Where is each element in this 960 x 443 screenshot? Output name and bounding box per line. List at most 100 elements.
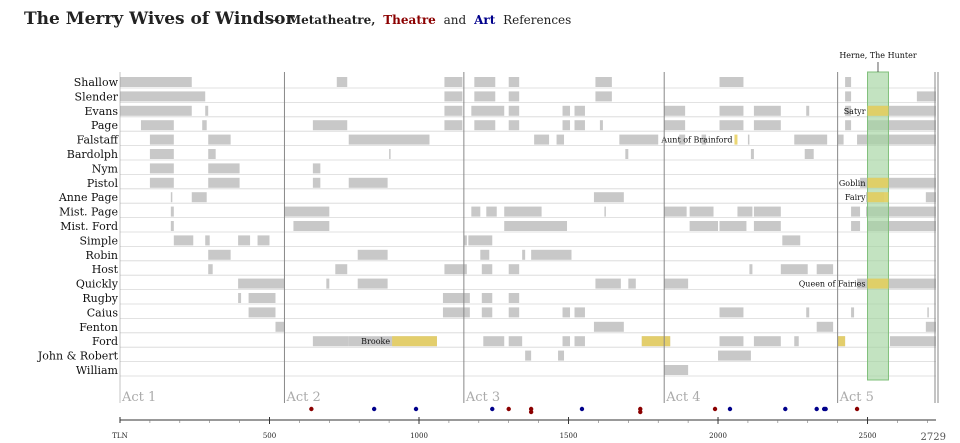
speech-bar — [753, 105, 781, 116]
role-label: Caius — [87, 306, 119, 319]
x-axis-tick-label: 2500 — [859, 432, 877, 440]
speech-bar — [747, 134, 750, 145]
theatre-reference-dot — [854, 406, 860, 412]
art-reference-dot — [727, 406, 733, 412]
act-label: Act 5 — [839, 390, 874, 405]
x-axis-tick-label: 500 — [263, 432, 276, 440]
speech-bar — [248, 293, 276, 303]
speech-bar — [794, 134, 828, 145]
role-label: Rugby — [82, 292, 118, 305]
speech-bar — [628, 278, 636, 289]
speech-bar — [508, 77, 520, 87]
speech-bar — [120, 77, 192, 87]
chart-title: The Merry Wives of Windsor — [24, 9, 295, 29]
disguise-label: Fairy — [845, 193, 866, 202]
speech-bar — [202, 120, 207, 131]
speech-bar — [889, 336, 936, 347]
speech-bar — [208, 177, 240, 188]
role-row — [208, 249, 572, 260]
speech-bar — [595, 91, 612, 102]
theatre-reference-dot — [309, 406, 314, 412]
speech-bar — [312, 120, 348, 131]
role-row — [149, 134, 936, 145]
disguise-bar — [734, 134, 738, 145]
speech-bar — [483, 336, 505, 347]
speech-bar — [664, 105, 686, 116]
x-axis-tick-label: 2000 — [709, 432, 727, 440]
disguise-bar — [392, 336, 437, 347]
speech-bar — [149, 163, 174, 174]
herne-band — [867, 71, 889, 381]
speech-bar — [806, 307, 810, 318]
speech-bar — [664, 365, 689, 375]
role-label: Falstaff — [77, 134, 120, 147]
speech-bar — [562, 105, 571, 116]
role-label: Anne Page — [58, 191, 118, 204]
speech-bar — [925, 321, 936, 332]
role-row — [170, 192, 936, 203]
speech-bar — [312, 163, 321, 174]
subtitle-and: and — [444, 13, 467, 27]
role-label: Robin — [85, 249, 118, 262]
speech-bar — [689, 206, 714, 217]
speech-bar — [481, 264, 493, 275]
speech-bar — [481, 307, 493, 318]
speech-bar — [719, 221, 747, 231]
role-label: William — [76, 364, 119, 377]
speech-bar — [444, 264, 467, 275]
role-row — [208, 264, 834, 275]
speech-bar — [925, 192, 936, 203]
role-label: Nym — [92, 162, 119, 175]
speech-bar — [593, 321, 624, 332]
art-reference-dot — [490, 406, 495, 412]
speech-bar — [389, 149, 391, 159]
speech-bar — [463, 235, 467, 246]
speech-bar — [804, 149, 814, 159]
speech-bar — [444, 120, 463, 131]
speech-bar — [857, 134, 936, 145]
speech-bar — [860, 177, 936, 188]
art-reference-dot — [814, 406, 819, 412]
speech-bar — [357, 249, 388, 260]
speech-bar — [474, 120, 496, 131]
speech-bar — [845, 91, 852, 102]
speech-bar — [504, 221, 568, 231]
speech-bar — [719, 336, 744, 347]
act-label: Act 4 — [665, 390, 700, 405]
speech-bar — [595, 77, 612, 87]
disguise-bar — [867, 177, 889, 188]
act-label: Act 2 — [285, 390, 320, 405]
speech-bar — [326, 278, 330, 289]
role-row — [140, 120, 936, 131]
role-label: Simple — [79, 234, 118, 247]
role-label: Ford — [92, 335, 118, 348]
speech-bar — [508, 264, 520, 275]
speech-bar — [534, 134, 550, 145]
speech-bar — [444, 105, 463, 116]
speech-bar — [857, 278, 936, 289]
speech-bar — [718, 350, 751, 361]
speech-bar — [508, 307, 520, 318]
theatre-reference-dot — [638, 409, 643, 415]
speech-bar — [348, 177, 388, 188]
speech-bar — [837, 134, 844, 145]
speech-bar — [444, 77, 463, 87]
speech-bar — [719, 120, 744, 131]
disguise-bar — [867, 105, 889, 116]
disguise-bar — [641, 336, 671, 347]
speech-bar — [170, 192, 173, 203]
subtitle-art: Art — [473, 13, 496, 27]
plot-area: Herne, The Hunter Satyr Aunt of Brainford G… — [37, 51, 946, 443]
role-row — [238, 278, 936, 289]
speech-bar — [816, 264, 834, 275]
speech-bar — [468, 235, 493, 246]
art-reference-dot — [413, 406, 419, 412]
speech-bar — [599, 120, 603, 131]
x-axis-label: TLN — [112, 432, 127, 440]
role-row — [120, 77, 852, 87]
speech-bar — [595, 278, 621, 289]
role-label: Host — [92, 263, 119, 276]
speech-bar — [238, 235, 251, 246]
disguise-bar — [867, 278, 889, 289]
theatre-reference-dot — [712, 406, 718, 412]
